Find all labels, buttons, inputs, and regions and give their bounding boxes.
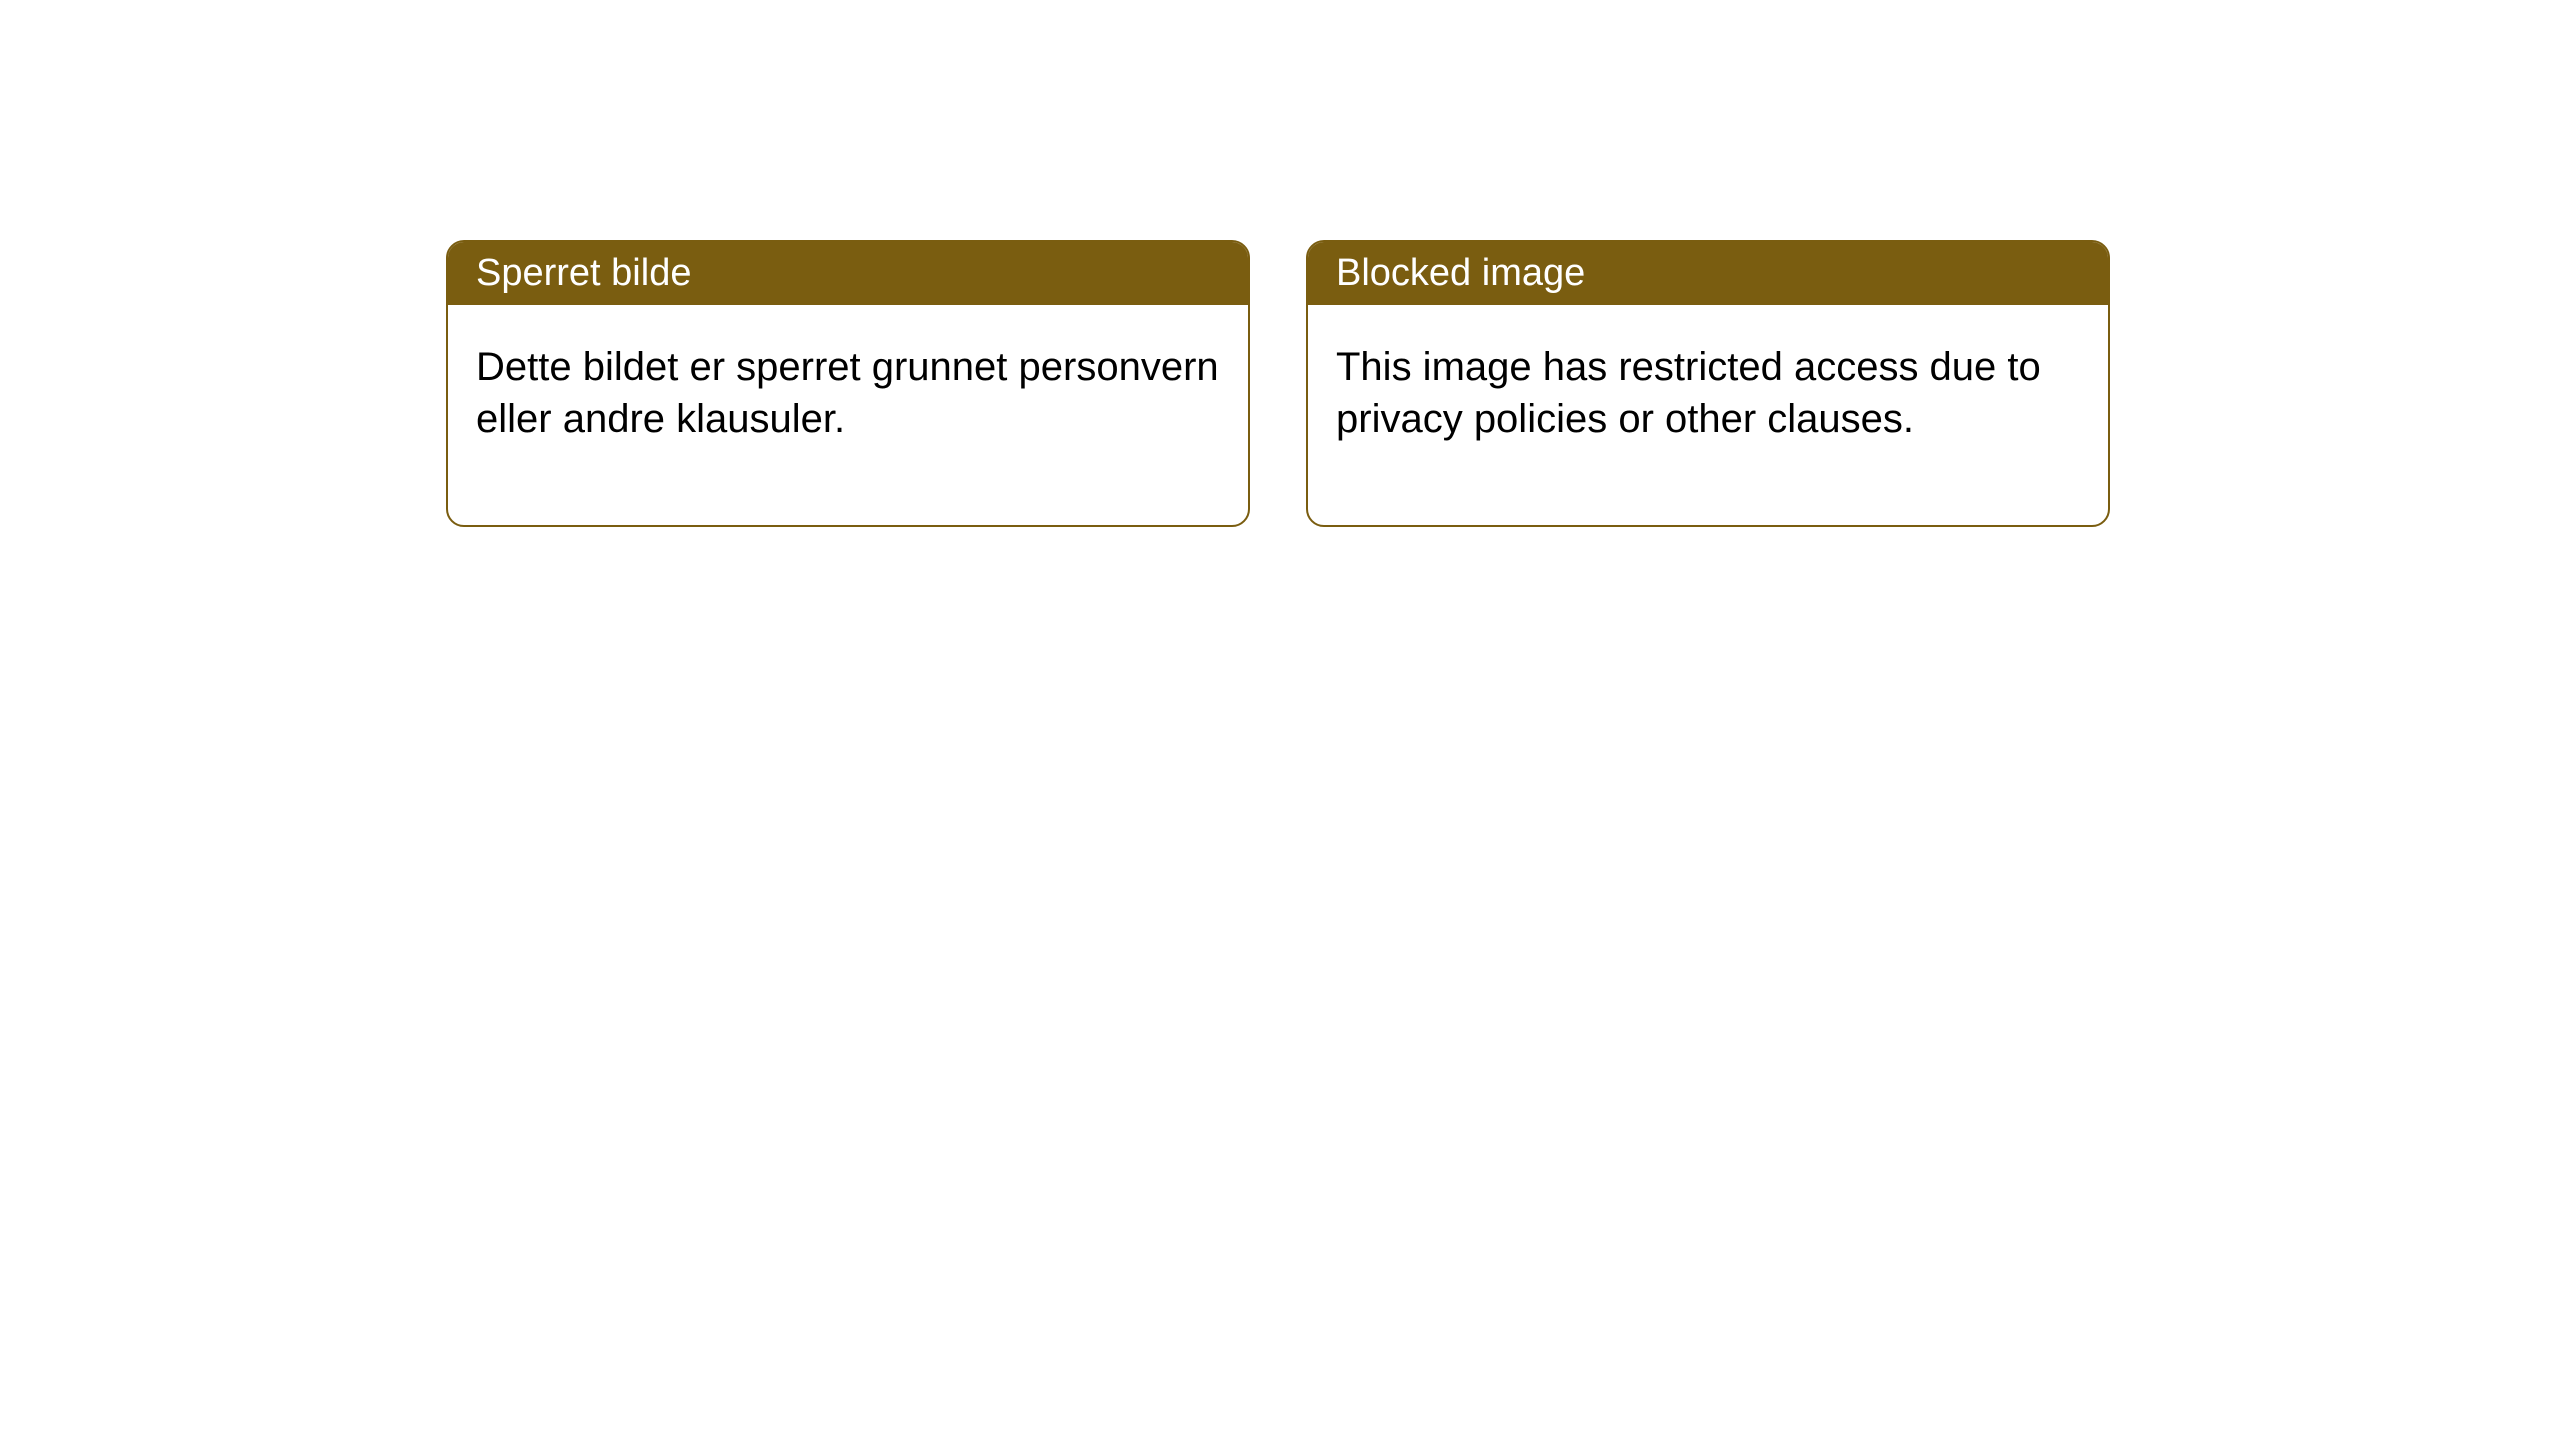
notice-card-english: Blocked image This image has restricted … <box>1306 240 2110 527</box>
notice-header-english: Blocked image <box>1308 242 2108 305</box>
notice-body-norwegian: Dette bildet er sperret grunnet personve… <box>448 305 1248 525</box>
notice-header-norwegian: Sperret bilde <box>448 242 1248 305</box>
notice-body-english: This image has restricted access due to … <box>1308 305 2108 525</box>
notice-card-norwegian: Sperret bilde Dette bildet er sperret gr… <box>446 240 1250 527</box>
notice-container: Sperret bilde Dette bildet er sperret gr… <box>446 240 2110 527</box>
